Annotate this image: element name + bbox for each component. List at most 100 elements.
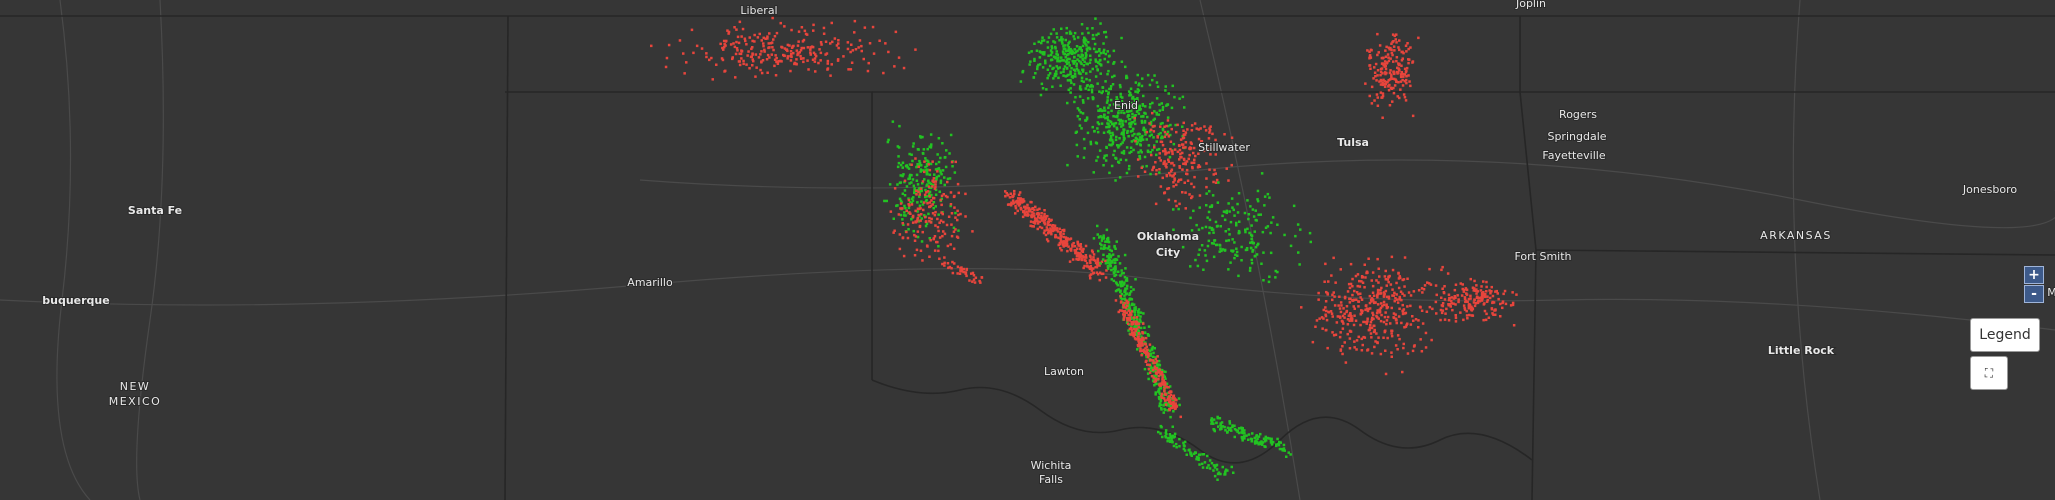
- well-point: [750, 47, 753, 51]
- well-point: [935, 177, 938, 180]
- well-point: [919, 219, 922, 222]
- well-point: [912, 229, 915, 233]
- well-point: [1069, 87, 1072, 90]
- well-point: [792, 44, 795, 48]
- well-point: [1119, 92, 1122, 96]
- well-point: [1039, 93, 1043, 97]
- well-point: [1440, 304, 1444, 307]
- well-point: [1463, 308, 1467, 311]
- well-point: [1084, 39, 1088, 42]
- well-point: [1118, 262, 1122, 265]
- well-point: [1224, 230, 1227, 233]
- well-point: [949, 243, 952, 246]
- fullscreen-button[interactable]: ⛶: [1970, 356, 2008, 390]
- well-point: [1501, 300, 1505, 303]
- well-point: [1047, 220, 1050, 224]
- well-point: [1165, 162, 1168, 166]
- well-point: [1365, 322, 1368, 325]
- well-point: [1113, 274, 1116, 278]
- well-point: [942, 193, 945, 196]
- well-point: [1235, 247, 1238, 250]
- well-point: [1066, 101, 1069, 105]
- well-point: [1230, 163, 1233, 167]
- well-point: [1208, 168, 1211, 171]
- zoom-out[interactable]: -: [2024, 285, 2044, 303]
- well-point: [940, 194, 944, 198]
- well-point: [1081, 32, 1084, 35]
- well-point: [1356, 284, 1359, 288]
- well-point: [1403, 285, 1406, 288]
- well-point: [1125, 74, 1128, 78]
- well-point: [946, 180, 949, 184]
- well-point: [1502, 292, 1505, 296]
- well-point: [1161, 143, 1165, 147]
- well-point: [1173, 179, 1176, 182]
- well-point: [1075, 67, 1079, 70]
- well-point: [1012, 202, 1015, 205]
- place-label: Lawton: [1044, 365, 1084, 378]
- well-point: [939, 169, 942, 172]
- well-point: [897, 146, 901, 149]
- well-point: [1171, 397, 1174, 400]
- well-point: [1264, 439, 1268, 442]
- well-point: [740, 57, 743, 60]
- well-point: [1069, 249, 1073, 252]
- well-point: [1120, 272, 1124, 275]
- well-point: [903, 189, 907, 192]
- well-point: [905, 185, 909, 188]
- well-point: [1334, 333, 1338, 336]
- well-point: [1354, 274, 1358, 278]
- well-point: [1182, 129, 1185, 132]
- well-point: [1191, 166, 1194, 170]
- well-point: [1395, 293, 1398, 296]
- well-point: [926, 195, 929, 198]
- well-point: [760, 39, 763, 42]
- legend-button[interactable]: Legend: [1970, 318, 2040, 352]
- well-point: [1062, 70, 1065, 73]
- well-point: [1151, 345, 1155, 349]
- well-point: [1151, 355, 1155, 359]
- well-point: [1074, 60, 1077, 63]
- well-point: [1463, 296, 1467, 299]
- well-point: [1064, 47, 1067, 50]
- well-point: [1062, 232, 1065, 235]
- well-point: [1132, 309, 1136, 312]
- well-point: [1159, 131, 1162, 135]
- well-point: [1047, 36, 1051, 39]
- well-point: [1157, 374, 1161, 378]
- well-point: [695, 44, 699, 48]
- well-point: [1087, 31, 1090, 35]
- well-point: [1169, 140, 1173, 143]
- well-point: [1173, 405, 1177, 408]
- well-point: [1150, 374, 1154, 378]
- well-point: [1098, 62, 1101, 66]
- well-point: [1083, 36, 1086, 39]
- well-point: [1387, 295, 1390, 299]
- well-point: [1067, 45, 1071, 49]
- zoom-in[interactable]: +: [2024, 266, 2044, 284]
- well-point: [1207, 210, 1211, 214]
- well-point: [933, 187, 937, 190]
- well-point: [1466, 317, 1469, 320]
- well-point: [1083, 147, 1086, 150]
- well-point: [962, 267, 965, 271]
- well-point: [1398, 48, 1401, 52]
- well-point: [1144, 347, 1147, 350]
- well-point: [1368, 307, 1372, 310]
- well-point: [1152, 136, 1155, 139]
- well-point: [949, 191, 953, 194]
- well-point: [893, 65, 896, 68]
- well-point: [1447, 319, 1451, 322]
- well-point: [1147, 325, 1151, 328]
- well-point: [782, 53, 785, 57]
- well-point: [933, 213, 937, 217]
- well-point: [1159, 373, 1162, 376]
- well-point: [1379, 83, 1383, 86]
- well-point: [1169, 390, 1172, 393]
- well-point: [760, 71, 764, 75]
- well-point: [1428, 282, 1431, 285]
- well-point: [1339, 331, 1342, 334]
- well-point: [1085, 44, 1088, 47]
- well-point: [1055, 32, 1058, 35]
- well-point: [1400, 64, 1403, 67]
